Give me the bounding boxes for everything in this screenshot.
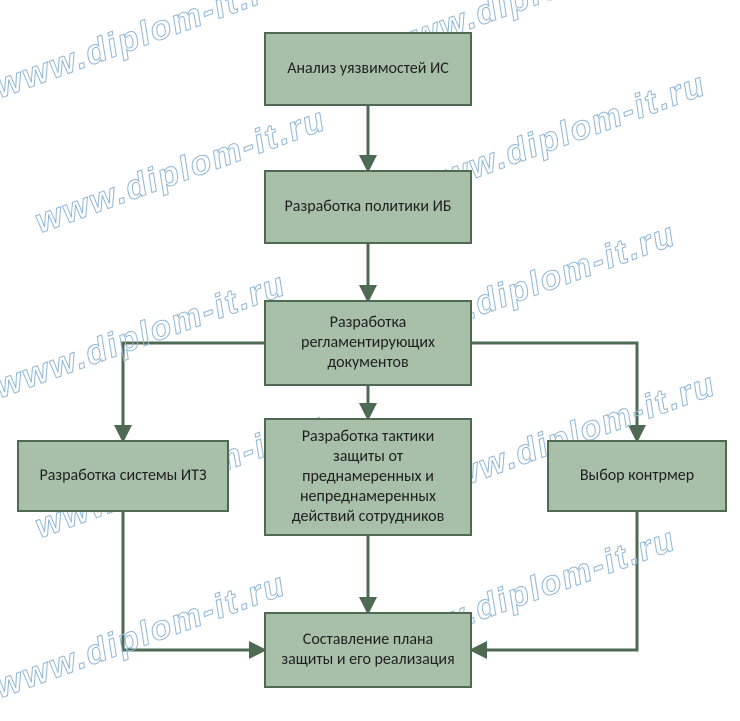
flowchart-node-n4: Разработка системы ИТЗ [17, 440, 229, 512]
flowchart-node-n1: Анализ уязвимостей ИС [264, 32, 472, 106]
flowchart-node-n5: Разработка тактики защиты от преднамерен… [264, 418, 472, 536]
flowchart-node-n6: Выбор контрмер [547, 440, 727, 512]
flowchart-node-n3: Разработка регламентирующих документов [264, 300, 472, 386]
edge-n6-n7 [472, 512, 637, 650]
edge-n4-n7 [123, 512, 264, 650]
watermark: www.diplom-it.ru [0, 565, 291, 706]
flowchart-node-n2: Разработка политики ИБ [264, 170, 472, 244]
watermark: www.diplom-it.ru [0, 0, 291, 107]
watermark: www.diplom-it.ru [0, 265, 291, 406]
flowchart-node-n7: Составление плана защиты и его реализаци… [264, 612, 472, 688]
edge-n3-n4 [123, 343, 264, 440]
edge-n3-n6 [472, 343, 637, 440]
